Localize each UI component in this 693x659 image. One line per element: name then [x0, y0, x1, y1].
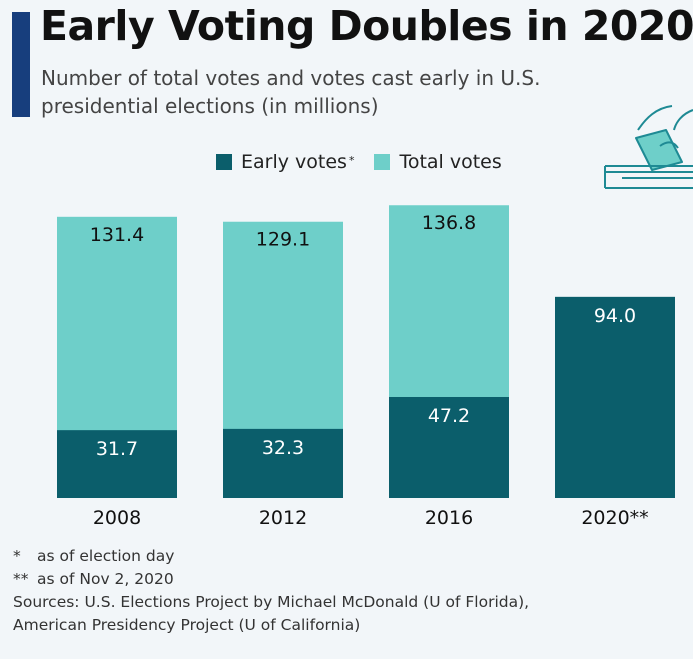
- bar-total-label-1: 129.1: [256, 229, 310, 251]
- bar-early-0: [57, 430, 177, 498]
- x-tick-label-2: 2016: [425, 507, 473, 529]
- chart-subtitle: Number of total votes and votes cast ear…: [41, 66, 541, 118]
- chart-title: Early Voting Doubles in 2020: [40, 2, 693, 50]
- bar-early-label-3: 94.0: [594, 305, 636, 327]
- footnote-2: ** as of Nov 2, 2020: [13, 570, 174, 588]
- bar-early-1: [223, 428, 343, 498]
- legend-swatch-early: [216, 154, 232, 170]
- legend-item-total: Total votes: [374, 151, 502, 173]
- legend-label-total: Total votes: [399, 151, 502, 173]
- legend-label-early: Early votes: [241, 151, 347, 173]
- bar-early-label-2: 47.2: [428, 405, 470, 427]
- bar-total-label-2: 136.8: [422, 212, 476, 234]
- x-tick-label-0: 2008: [93, 507, 141, 529]
- bar-early-label-1: 32.3: [262, 437, 304, 459]
- bar-early-label-0: 31.7: [96, 438, 138, 460]
- accent-bar: [12, 12, 30, 117]
- sources-line-1: Sources: U.S. Elections Project by Micha…: [13, 593, 530, 611]
- bar-early-3: [555, 296, 675, 498]
- bar-early-2: [389, 396, 509, 498]
- legend-early-mark: *: [348, 153, 355, 167]
- x-tick-label-3: 2020**: [581, 507, 648, 529]
- bar-total-label-0: 131.4: [90, 224, 144, 246]
- footnote-1: * as of election day: [13, 547, 175, 565]
- legend-item-early: Early votes *: [216, 151, 354, 173]
- ballot-box-icon: [600, 100, 693, 197]
- legend-swatch-total: [374, 154, 391, 170]
- sources-line-2: American Presidency Project (U of Califo…: [13, 616, 361, 634]
- x-tick-label-1: 2012: [259, 507, 307, 529]
- bar-chart: 131.4 31.7 2008 129.1 32.3 2012 136.8 47.2 2016 9…: [57, 205, 675, 529]
- footnotes: * as of election day ** as of Nov 2, 2020 …: [13, 545, 529, 637]
- legend: Early votes * Total votes: [216, 150, 522, 174]
